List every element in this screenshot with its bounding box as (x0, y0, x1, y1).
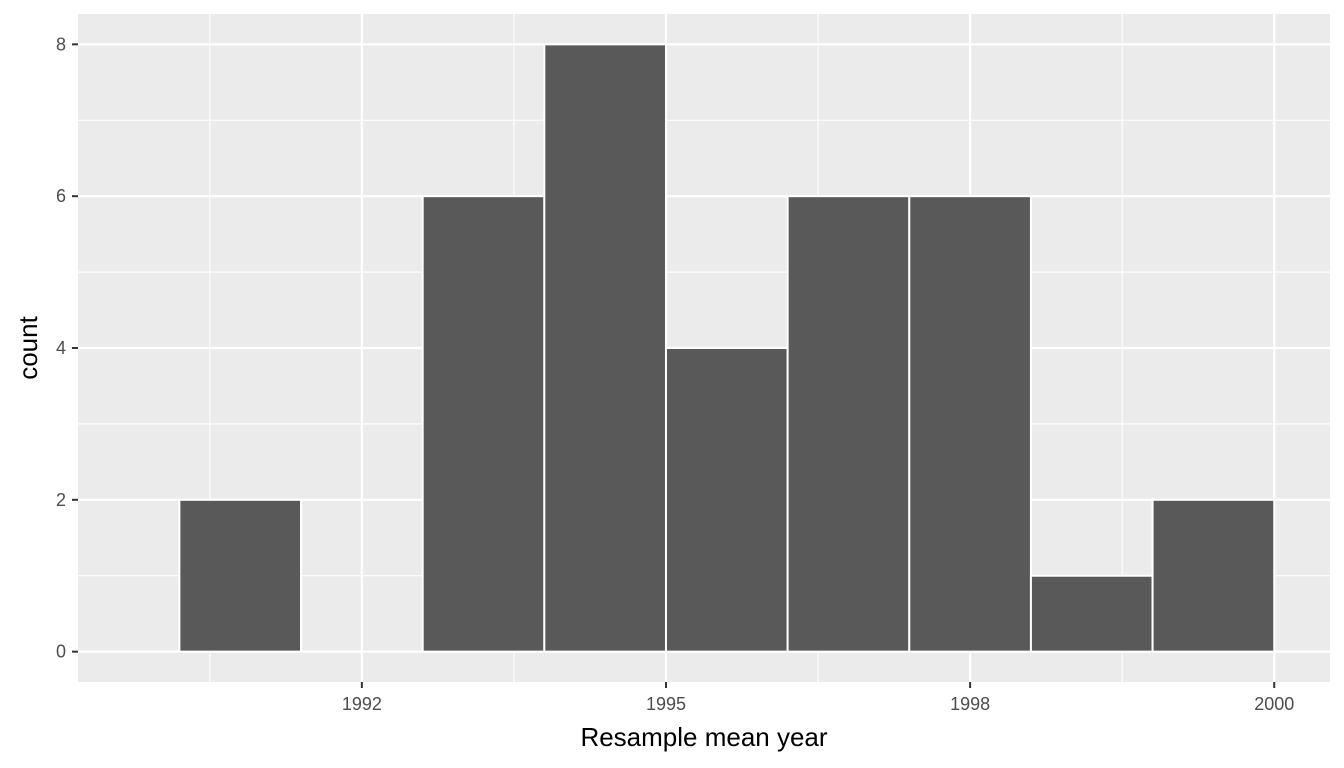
x-axis-title: Resample mean year (580, 722, 827, 752)
histogram-bar (178, 498, 303, 653)
x-tick-label: 1995 (646, 694, 686, 714)
y-tick-label: 6 (56, 186, 66, 206)
histogram-bar (421, 195, 546, 653)
y-tick-label: 0 (56, 642, 66, 662)
y-tick-label: 4 (56, 338, 66, 358)
x-axis: 1992 1995 1998 2000 (342, 682, 1294, 714)
y-tick-label: 2 (56, 490, 66, 510)
x-tick-label: 1998 (950, 694, 990, 714)
y-tick-label: 8 (56, 34, 66, 54)
y-axis-title: count (13, 315, 43, 379)
x-tick-label: 2000 (1254, 694, 1294, 714)
histogram-bar (664, 347, 789, 653)
histogram-bar (1029, 574, 1154, 653)
y-axis: 0 2 4 6 8 (56, 34, 78, 662)
x-tick-label: 1992 (342, 694, 382, 714)
histogram-bars (178, 43, 1276, 653)
histogram-bar (543, 43, 667, 653)
histogram-bar (1151, 498, 1276, 653)
histogram-bar (786, 195, 911, 653)
histogram-bar (908, 195, 1032, 653)
